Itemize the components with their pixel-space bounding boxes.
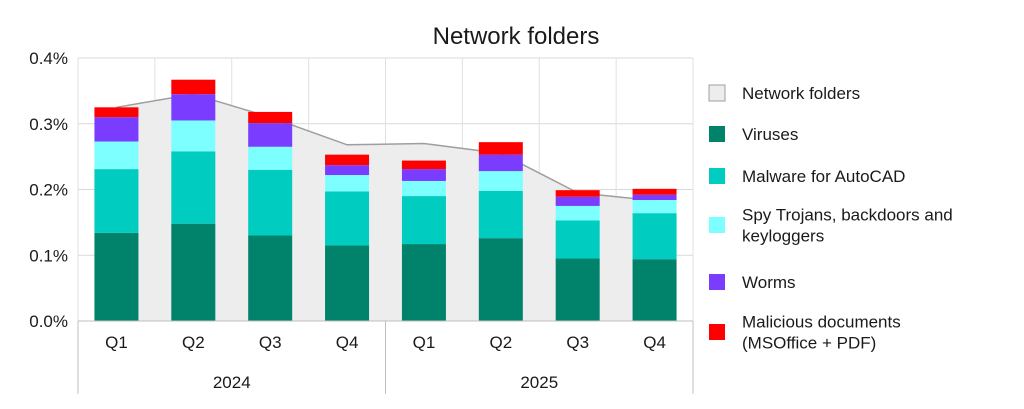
bar-segment bbox=[478, 238, 523, 321]
bar-segment bbox=[325, 154, 370, 166]
legend-label: Network folders bbox=[742, 84, 860, 103]
bar-segment bbox=[632, 200, 677, 214]
bar-segment bbox=[478, 171, 523, 191]
bar-segment bbox=[632, 194, 677, 201]
bar-segment bbox=[325, 175, 370, 192]
bar-segment bbox=[478, 190, 523, 239]
legend-label: Malicious documents bbox=[742, 313, 901, 332]
legend-swatch bbox=[708, 84, 726, 102]
legend-swatch bbox=[709, 274, 725, 290]
bar-segment bbox=[325, 191, 370, 246]
x-tick-label: Q1 bbox=[105, 333, 128, 352]
bar-segment bbox=[248, 169, 293, 236]
bar-segment bbox=[632, 213, 677, 260]
legend-label: Worms bbox=[742, 273, 796, 292]
legend-label: Spy Trojans, backdoors and bbox=[742, 206, 953, 225]
x-tick-label: Q4 bbox=[336, 333, 359, 352]
bar-segment bbox=[171, 120, 216, 152]
bar-segment bbox=[248, 111, 293, 124]
bar-segment bbox=[478, 154, 523, 172]
bar-segment bbox=[171, 151, 216, 224]
bar-segment bbox=[171, 94, 216, 121]
bar-segment bbox=[248, 146, 293, 170]
area-series-network-folders bbox=[94, 94, 677, 321]
bar-segment bbox=[171, 223, 216, 321]
bars-layer bbox=[94, 79, 677, 321]
bar-segment bbox=[248, 235, 293, 321]
y-tick-label: 0.3% bbox=[29, 115, 68, 134]
bar-segment bbox=[555, 205, 600, 221]
x-tick-label: Q3 bbox=[259, 333, 282, 352]
bar-segment bbox=[401, 160, 446, 170]
bar-segment bbox=[94, 141, 139, 170]
bar-segment bbox=[94, 169, 139, 233]
chart-title: Network folders bbox=[433, 23, 600, 50]
x-tick-label: Q2 bbox=[182, 333, 205, 352]
bar-segment bbox=[248, 123, 293, 147]
x-tick-label: Q4 bbox=[643, 333, 666, 352]
bar-segment bbox=[555, 190, 600, 197]
legend: Network folders Viruses Malware for AutoCA… bbox=[708, 84, 953, 353]
bar-segment bbox=[94, 117, 139, 142]
bar-segment bbox=[401, 244, 446, 321]
bar-segment bbox=[555, 220, 600, 259]
bar-segment bbox=[401, 169, 446, 181]
bar-segment bbox=[171, 79, 216, 95]
bar-segment bbox=[401, 180, 446, 197]
legend-label: Viruses bbox=[742, 125, 798, 144]
bar-segment bbox=[94, 232, 139, 321]
bar-segment bbox=[555, 196, 600, 206]
y-tick-label: 0.0% bbox=[29, 312, 68, 331]
legend-swatch bbox=[709, 324, 725, 340]
bar-segment bbox=[632, 188, 677, 195]
bar-segment bbox=[478, 142, 523, 155]
x-group-label: 2024 bbox=[213, 373, 251, 392]
y-tick-label: 0.1% bbox=[29, 246, 68, 265]
legend-swatch bbox=[709, 126, 725, 142]
bar-segment bbox=[325, 165, 370, 176]
x-tick-label: Q1 bbox=[413, 333, 436, 352]
legend-label: keyloggers bbox=[742, 227, 824, 246]
legend-swatch bbox=[709, 168, 725, 184]
y-tick-label: 0.4% bbox=[29, 49, 68, 68]
legend-label: Malware for AutoCAD bbox=[742, 167, 905, 186]
x-tick-label: Q3 bbox=[566, 333, 589, 352]
axes-layer: 0.0% 0.1% 0.2% 0.3% 0.4% Q1 Q2 Q3 Q4 Q1 Q2 Q3 Q4 2024… bbox=[29, 49, 694, 394]
x-group-label: 2025 bbox=[520, 373, 558, 392]
bar-segment bbox=[632, 259, 677, 321]
legend-label: (MSOffice + PDF) bbox=[742, 334, 876, 353]
x-tick-label: Q2 bbox=[489, 333, 512, 352]
bar-segment bbox=[555, 258, 600, 321]
bar-segment bbox=[325, 245, 370, 321]
bar-segment bbox=[401, 196, 446, 245]
bar-segment bbox=[94, 107, 139, 118]
y-tick-label: 0.2% bbox=[29, 181, 68, 200]
legend-swatch bbox=[709, 217, 725, 233]
